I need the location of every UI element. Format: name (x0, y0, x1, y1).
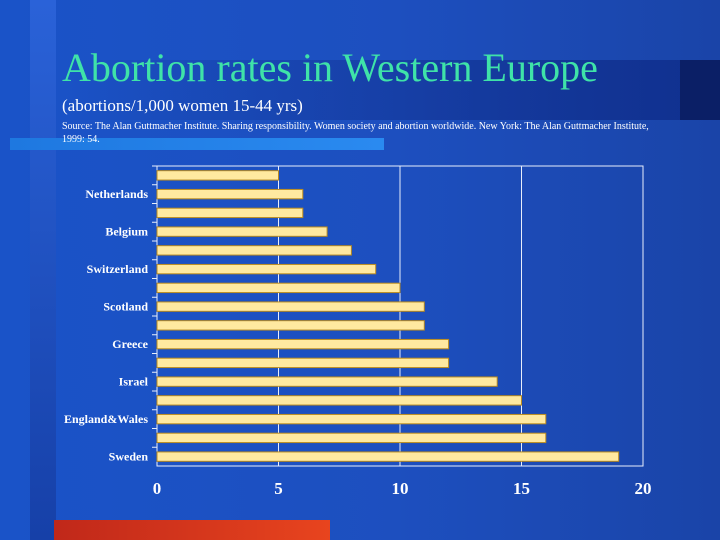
bar (156, 188, 304, 200)
category-label: Israel (119, 375, 149, 389)
left-accent-bar (30, 0, 56, 540)
x-tick-label: 5 (274, 479, 283, 498)
page-subtitle: (abortions/1,000 women 15-44 yrs) (62, 96, 303, 115)
category-label: England&Wales (64, 412, 148, 426)
bar (156, 301, 425, 312)
category-label: Sweden (109, 450, 149, 464)
bar (156, 395, 522, 406)
bar (156, 245, 352, 256)
bar (156, 170, 279, 181)
bar (156, 338, 450, 350)
category-label: Greece (112, 337, 148, 351)
bar (156, 282, 401, 294)
bar (156, 226, 328, 237)
dark-corner-strip (680, 60, 720, 120)
bar (156, 413, 547, 425)
source-underline-bar (10, 138, 384, 150)
bar (156, 207, 304, 219)
bottom-accent-bar (54, 520, 330, 540)
source-citation: Source: The Alan Guttmacher Institute. S… (62, 121, 649, 145)
x-tick-label: 15 (513, 479, 530, 498)
x-tick-label: 10 (392, 479, 409, 498)
bar (156, 451, 620, 462)
bar (156, 432, 547, 444)
bar (156, 263, 377, 275)
category-label: Scotland (103, 300, 148, 314)
bar (156, 320, 425, 331)
bar (156, 357, 450, 369)
category-label: Netherlands (85, 187, 148, 201)
category-label: Switzerland (87, 262, 149, 276)
title-shadow-band (56, 60, 720, 120)
bar (156, 376, 498, 387)
category-label: Belgium (105, 225, 148, 239)
page-title: Abortion rates in Western Europe (62, 45, 598, 90)
x-tick-label: 0 (153, 479, 162, 498)
x-tick-label: 20 (635, 479, 652, 498)
